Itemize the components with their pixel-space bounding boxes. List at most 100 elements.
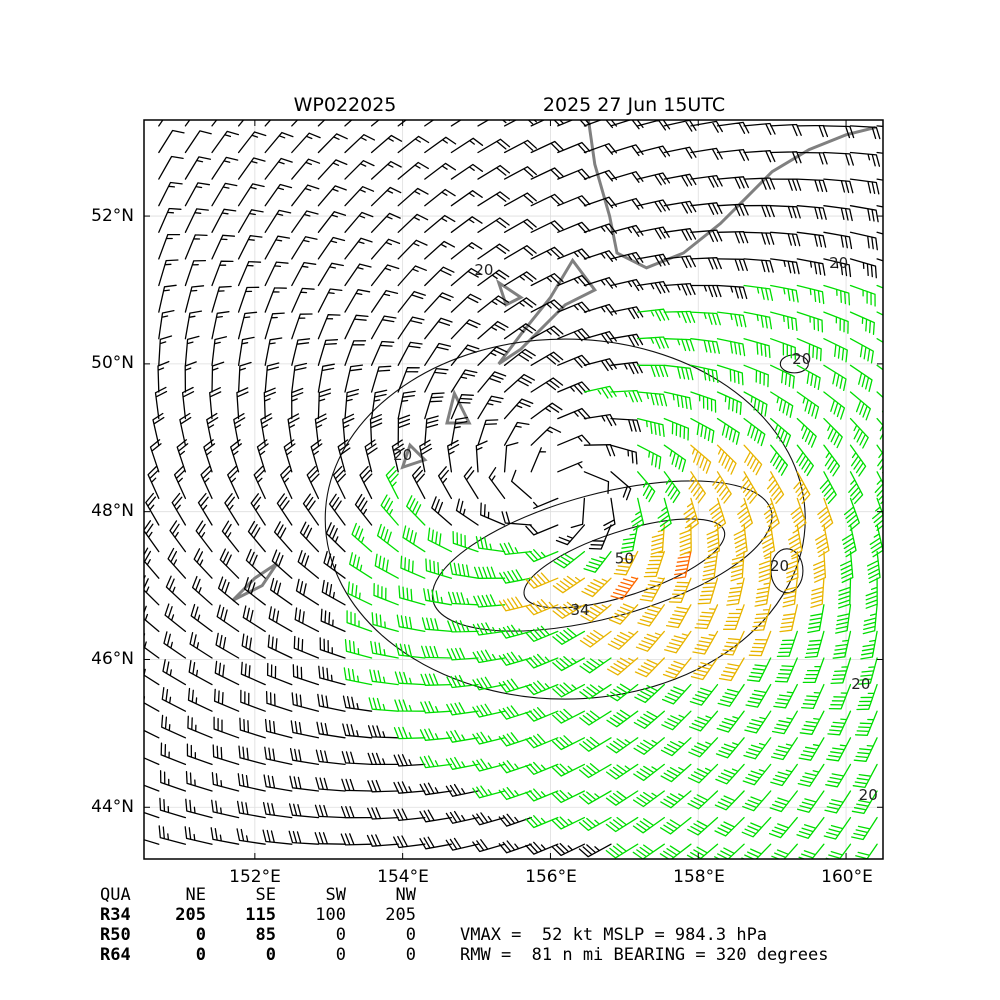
wind-barb xyxy=(690,147,723,160)
wind-barb xyxy=(344,160,375,180)
wind-barb xyxy=(154,386,168,420)
wind-barb xyxy=(813,550,827,583)
y-tick-label: 52°N xyxy=(91,206,134,226)
wind-barb xyxy=(557,354,591,368)
wind-barb xyxy=(291,120,299,127)
wind-barb xyxy=(291,158,321,180)
wind-barb xyxy=(158,181,183,207)
wind-barb xyxy=(510,469,532,500)
wind-barb xyxy=(224,493,240,526)
vmax-mslp-text: VMAX = 52 kt MSLP = 984.3 hPa xyxy=(460,925,767,945)
wind-barb xyxy=(823,391,846,420)
wind-barb xyxy=(264,312,285,340)
wind-barb xyxy=(211,285,232,313)
wind-barb xyxy=(852,763,878,789)
wind-barb xyxy=(552,763,586,777)
wind-barb xyxy=(291,210,319,233)
wind-barb xyxy=(578,816,612,831)
wind-barb xyxy=(394,671,426,686)
wind-barb xyxy=(823,444,841,477)
wind-barb xyxy=(741,816,772,838)
wind-barb xyxy=(503,139,537,154)
wind-barb xyxy=(144,633,160,659)
wind-barb xyxy=(503,323,537,340)
wind-barb xyxy=(776,630,798,658)
wind-barb xyxy=(477,191,510,207)
wind-barb xyxy=(263,387,276,420)
wind-barb xyxy=(840,550,854,584)
wind-barb xyxy=(579,657,612,674)
wind-barb xyxy=(686,843,719,859)
wind-barb xyxy=(419,809,453,823)
wind-barb xyxy=(268,606,293,633)
wind-barb xyxy=(144,520,160,553)
wind-barb xyxy=(832,630,852,659)
wind-barb xyxy=(264,157,293,180)
wind-barb xyxy=(394,699,426,712)
wind-barb xyxy=(498,786,532,801)
wind-barb xyxy=(578,843,612,858)
wind-barb xyxy=(488,467,506,500)
wind-barb xyxy=(370,134,403,154)
wind-barb xyxy=(237,209,264,233)
wind-barb xyxy=(370,212,401,233)
wind-barb xyxy=(849,125,881,140)
wind-barb xyxy=(411,466,426,500)
wind-barb xyxy=(688,710,719,732)
wind-barb xyxy=(421,617,453,633)
wind-barb xyxy=(530,351,564,366)
wind-barb xyxy=(740,471,758,504)
wind-barb xyxy=(663,255,696,269)
wind-barb xyxy=(145,492,160,526)
wind-barb xyxy=(237,235,263,260)
wind-barb xyxy=(801,683,825,710)
wind-barb xyxy=(771,710,798,735)
wind-barb xyxy=(637,444,662,470)
wind-barb xyxy=(606,709,639,728)
wind-barb xyxy=(687,816,719,836)
wind-barb xyxy=(650,524,665,555)
wind-barb xyxy=(525,549,559,563)
wind-barb xyxy=(715,737,745,759)
wind-barbs xyxy=(144,120,883,859)
wind-barb xyxy=(770,338,796,360)
wind-barb xyxy=(743,338,771,359)
wind-barb xyxy=(450,394,474,420)
wind-barb xyxy=(583,413,617,427)
y-tick-label: 50°N xyxy=(91,353,134,373)
wind-barb xyxy=(397,120,408,127)
wind-barb xyxy=(530,193,564,207)
wind-barb xyxy=(823,338,848,363)
wind-barb xyxy=(660,790,692,809)
wind-barb xyxy=(823,364,847,392)
wind-barb xyxy=(450,216,483,233)
wind-barb xyxy=(374,553,399,579)
wind-barb xyxy=(828,683,852,710)
wind-barb xyxy=(318,665,346,686)
wind-barb xyxy=(557,221,591,234)
wind-barb xyxy=(743,364,769,388)
wind-barb xyxy=(393,726,426,740)
wind-barb xyxy=(716,258,748,272)
wind-barb xyxy=(314,413,327,446)
wind-barb xyxy=(858,657,878,685)
wind-barb xyxy=(291,261,317,287)
wind-barb xyxy=(583,303,617,316)
wind-barb xyxy=(369,669,399,686)
axis-ticks xyxy=(144,120,883,859)
coastline-island xyxy=(497,257,598,366)
wind-barb xyxy=(158,155,184,180)
wind-barb xyxy=(827,710,852,736)
wind-barb xyxy=(450,416,469,446)
wind-barb xyxy=(551,842,586,857)
wind-contours xyxy=(324,338,809,700)
wind-barb xyxy=(530,167,564,180)
wind-barb xyxy=(557,168,591,181)
table-cell: 0 xyxy=(266,945,276,965)
wind-barb xyxy=(742,790,772,812)
wind-barb xyxy=(530,447,547,473)
wind-barb xyxy=(211,208,237,233)
wind-barb xyxy=(158,335,173,366)
wind-barb xyxy=(424,415,439,446)
wind-barb xyxy=(424,367,449,393)
